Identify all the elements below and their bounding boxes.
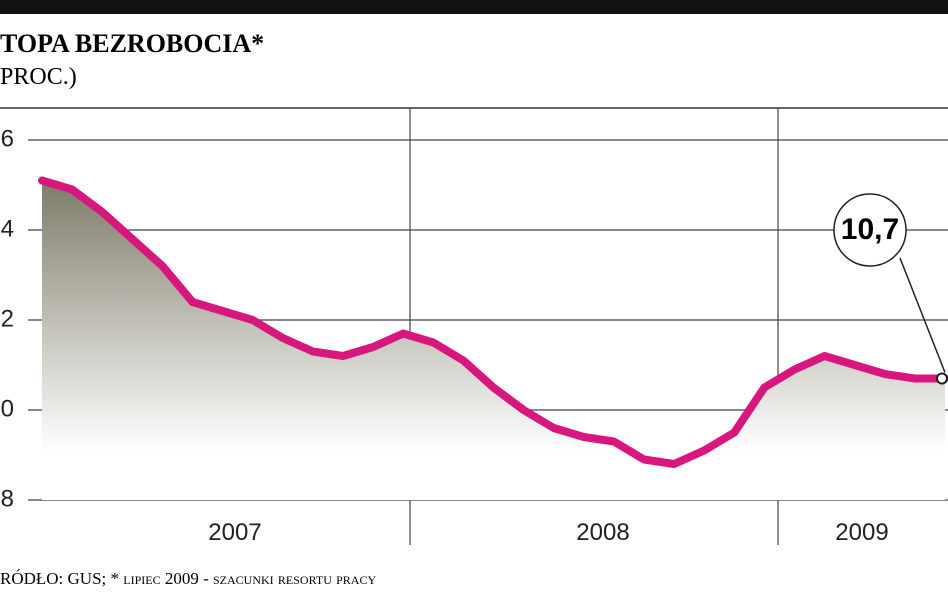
y-tick-label: 8 bbox=[1, 485, 14, 512]
top-bar bbox=[0, 0, 948, 14]
x-group-label: 2008 bbox=[576, 519, 629, 546]
x-group-label: 2007 bbox=[208, 519, 261, 546]
plot-back bbox=[28, 139, 948, 501]
y-tick-label: 2 bbox=[1, 305, 14, 332]
y-tick-label: 0 bbox=[1, 395, 14, 422]
y-tick-label: 6 bbox=[1, 125, 14, 152]
callout-circle bbox=[833, 193, 907, 267]
line bbox=[38, 176, 948, 468]
area bbox=[42, 180, 945, 500]
x-group-label: 2009 bbox=[835, 519, 888, 546]
callout-label: 10,7 bbox=[841, 213, 899, 246]
chart-title: TOPA BEZROBOCIA* bbox=[0, 29, 264, 58]
source-note: RÓDŁO: GUS; * lipiec 2009 - szacunki res… bbox=[0, 569, 376, 588]
y-tick-label: 4 bbox=[1, 215, 14, 242]
end-marker bbox=[936, 372, 948, 385]
chart-subtitle: PROC.) bbox=[0, 64, 77, 90]
callout-leader bbox=[899, 257, 946, 373]
